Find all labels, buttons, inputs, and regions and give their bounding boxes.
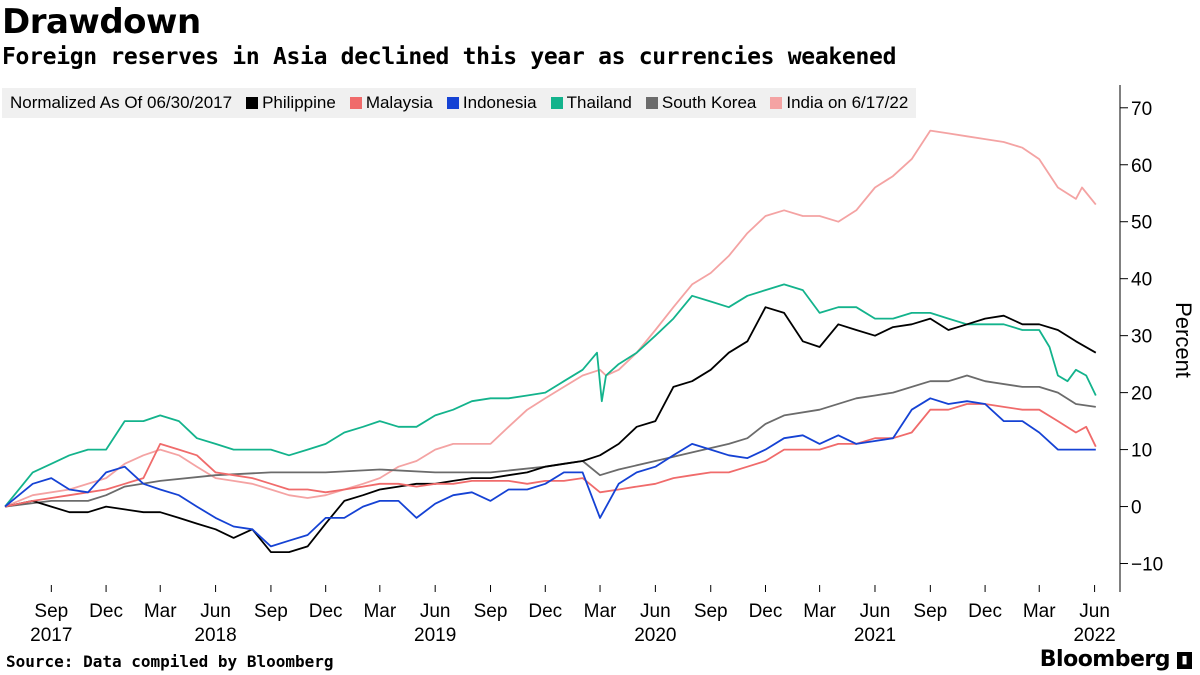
brand-logo: Bloomberg: [1039, 647, 1171, 672]
series-line-thailand: [4, 283, 1097, 508]
x-tick-label: Jun: [1079, 601, 1110, 622]
series-line-indonesia: [4, 397, 1096, 548]
legend-label: India on 6/17/22: [786, 93, 909, 112]
x-tick-label: Sep: [254, 601, 288, 622]
x-year-label: 2017: [30, 625, 72, 646]
x-tick-label: Mar: [584, 601, 617, 622]
legend-label: South Korea: [661, 93, 757, 112]
legend-label: Philippine: [262, 93, 336, 112]
legend-normalization-label: Normalized As Of 06/30/2017: [10, 93, 233, 112]
legend-item: Philippine: [246, 93, 336, 113]
x-tick-label: Dec: [528, 601, 562, 622]
x-tick-label: Dec: [968, 601, 1002, 622]
chart-subtitle: Foreign reserves in Asia declined this y…: [2, 44, 897, 70]
x-year-label: 2020: [634, 625, 676, 646]
y-tick-label: 0: [1131, 498, 1142, 519]
x-tick-label: Dec: [309, 601, 343, 622]
x-tick-label: Dec: [89, 601, 123, 622]
y-tick-label: 50: [1131, 213, 1152, 234]
y-axis-label: Percent: [1171, 302, 1196, 378]
legend-swatch: [446, 97, 459, 109]
y-tick-label: 10: [1131, 441, 1152, 462]
legend-item: Indonesia: [446, 93, 537, 113]
x-tick-label: Jun: [860, 601, 891, 622]
chart-legend: Normalized As Of 06/30/2017 Philippine Ma…: [2, 88, 917, 118]
y-tick-label: 70: [1131, 99, 1152, 120]
legend-item: India on 6/17/22: [770, 93, 908, 113]
series-line-south-korea: [4, 374, 1096, 508]
x-tick-label: Dec: [749, 601, 783, 622]
source-note: Source: Data compiled by Bloomberg: [6, 652, 334, 671]
legend-swatch: [349, 97, 362, 109]
x-tick-label: Sep: [694, 601, 728, 622]
x-tick-label: Sep: [474, 601, 508, 622]
legend-swatch: [246, 97, 259, 109]
legend-label: Malaysia: [365, 93, 433, 112]
x-tick-label: Jun: [200, 601, 231, 622]
y-tick-label: 40: [1131, 270, 1152, 291]
y-tick-label: −10: [1131, 555, 1163, 576]
legend-item: Malaysia: [349, 93, 433, 113]
x-tick-label: Mar: [363, 601, 396, 622]
x-tick-label: Mar: [144, 601, 177, 622]
y-tick-label: 60: [1131, 156, 1152, 177]
x-tick-label: Sep: [913, 601, 947, 622]
chart-title: Drawdown: [2, 2, 201, 42]
x-tick-label: Jun: [420, 601, 451, 622]
legend-item: South Korea: [645, 93, 757, 113]
legend-label: Indonesia: [462, 93, 537, 112]
series-line-malaysia: [4, 403, 1097, 508]
x-tick-label: Mar: [1023, 601, 1056, 622]
x-tick-label: Mar: [803, 601, 836, 622]
legend-swatch: [770, 97, 783, 109]
legend-item: Thailand: [550, 93, 632, 113]
legend-swatch: [645, 97, 658, 109]
series-line-philippine: [4, 306, 1097, 553]
y-tick-label: 30: [1131, 327, 1152, 348]
x-year-label: 2018: [194, 625, 236, 646]
x-year-label: 2022: [1073, 625, 1115, 646]
x-tick-label: Sep: [34, 601, 68, 622]
x-tick-label: Jun: [640, 601, 671, 622]
x-year-label: 2019: [414, 625, 456, 646]
bloomberg-terminal-icon: ▮: [1177, 652, 1192, 669]
legend-label: Thailand: [566, 93, 632, 112]
line-chart: −10 0 10 20 30 40 50 60 70 Percent Sep 2017 Dec Mar Ju…: [4, 85, 1196, 646]
x-year-label: 2021: [854, 625, 896, 646]
series-line-india-on-6-17-22: [4, 129, 1097, 508]
legend-swatch: [550, 97, 563, 109]
y-tick-label: 20: [1131, 384, 1152, 405]
